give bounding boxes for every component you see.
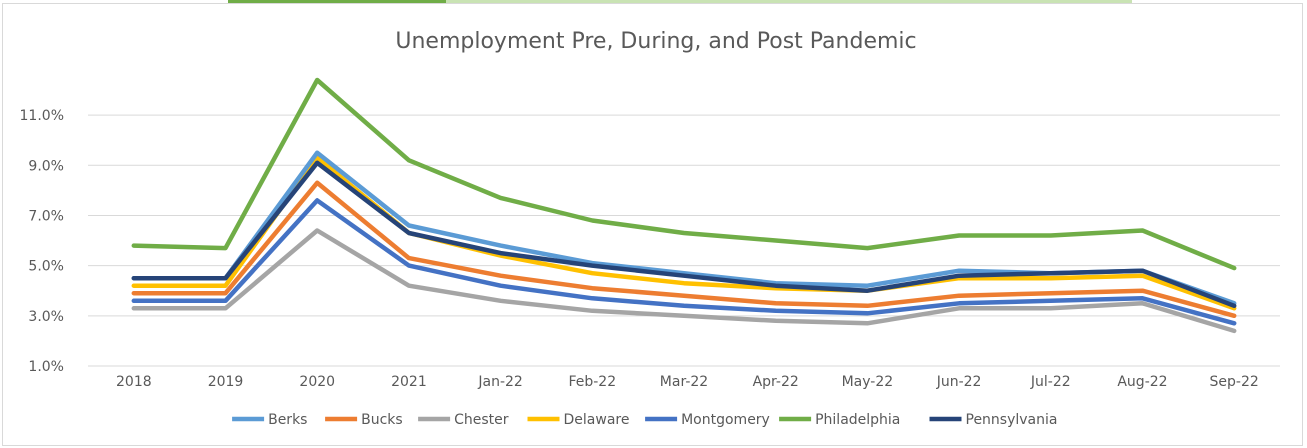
legend-item-montgomery[interactable]: Montgomery [645, 412, 770, 428]
legend-item-pennsylvania[interactable]: Pennsylvania [929, 412, 1058, 428]
y-tick-label: 3.0% [28, 309, 64, 325]
legend-label: Chester [454, 412, 509, 428]
y-tick-label: 7.0% [28, 208, 64, 224]
series-line-bucks[interactable] [131, 180, 1237, 319]
series-line-montgomery[interactable] [131, 198, 1237, 326]
y-tick-label: 5.0% [28, 259, 64, 275]
y-axis-tick-labels: 1.0% 3.0% 5.0% 7.0% 9.0% 11.0% [20, 108, 64, 375]
series-line-berks[interactable] [131, 150, 1237, 306]
series-line-philadelphia[interactable] [131, 77, 1237, 271]
x-tick-label: 2020 [299, 374, 335, 390]
x-tick-label: Jun-22 [936, 374, 982, 390]
x-tick-label: Apr-22 [753, 374, 799, 390]
legend-item-bucks[interactable]: Bucks [325, 412, 403, 428]
x-axis-tick-labels: 2018 2019 2020 2021 Jan-22 Feb-22 Mar-22 Apr-22… [116, 374, 1259, 390]
legend-label: Delaware [564, 412, 630, 428]
top-selection-strip [0, 0, 1307, 3]
x-tick-label: 2018 [116, 374, 152, 390]
legend-item-berks[interactable]: Berks [232, 412, 307, 428]
x-tick-label: Jan-22 [477, 374, 522, 390]
legend-item-philadelphia[interactable]: Philadelphia [779, 412, 900, 428]
top-strip-segment [228, 0, 446, 3]
legend[interactable]: Berks Bucks Chester Delaware Montgomery Phila… [232, 412, 1057, 428]
top-strip-segment [446, 0, 1132, 3]
y-tick-label: 9.0% [28, 158, 64, 174]
x-tick-label: Sep-22 [1210, 374, 1259, 390]
series-line-pennsylvania[interactable] [131, 160, 1237, 309]
legend-label: Montgomery [681, 412, 770, 428]
legend-label: Berks [268, 412, 307, 428]
y-tick-label: 1.0% [28, 359, 64, 375]
chart-title: Unemployment Pre, During, and Post Pande… [395, 29, 916, 54]
x-tick-label: May-22 [842, 374, 894, 390]
x-tick-label: 2021 [391, 374, 427, 390]
legend-label: Philadelphia [815, 412, 900, 428]
legend-item-chester[interactable]: Chester [418, 412, 509, 428]
x-tick-label: Jul-22 [1030, 374, 1071, 390]
y-tick-label: 11.0% [20, 108, 64, 124]
legend-label: Pennsylvania [966, 412, 1058, 428]
x-tick-label: Mar-22 [660, 374, 708, 390]
x-tick-label: 2019 [208, 374, 244, 390]
legend-label: Bucks [361, 412, 403, 428]
legend-item-delaware[interactable]: Delaware [527, 412, 630, 428]
x-tick-label: Aug-22 [1117, 374, 1167, 390]
chart-area[interactable] [2, 3, 1303, 446]
series-lines [131, 77, 1237, 334]
x-tick-label: Feb-22 [568, 374, 616, 390]
series-line-delaware[interactable] [131, 155, 1237, 311]
series-line-chester[interactable] [131, 228, 1237, 334]
